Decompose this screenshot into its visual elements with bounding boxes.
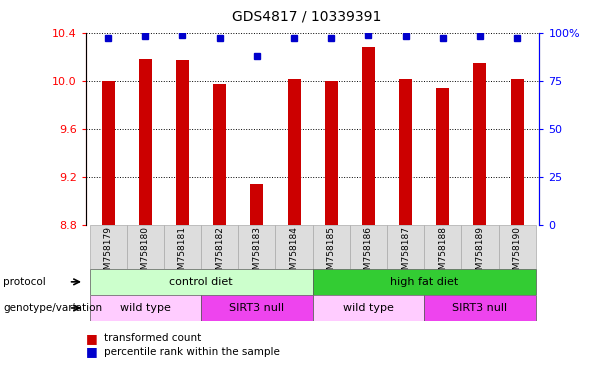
Text: wild type: wild type — [343, 303, 394, 313]
Text: GSM758179: GSM758179 — [104, 227, 113, 281]
Text: GSM758182: GSM758182 — [215, 227, 224, 281]
Bar — [387, 225, 424, 269]
Bar — [287, 79, 300, 225]
Text: GSM758189: GSM758189 — [476, 227, 484, 281]
Bar — [424, 295, 536, 321]
Bar — [164, 225, 201, 269]
Bar — [201, 225, 238, 269]
Bar — [424, 225, 462, 269]
Bar — [325, 81, 338, 225]
Text: transformed count: transformed count — [104, 333, 202, 343]
Text: GSM758186: GSM758186 — [364, 227, 373, 281]
Text: control diet: control diet — [169, 277, 233, 287]
Bar — [462, 225, 498, 269]
Text: GSM758180: GSM758180 — [141, 227, 150, 281]
Text: GSM758185: GSM758185 — [327, 227, 336, 281]
Bar — [313, 225, 350, 269]
Bar — [127, 225, 164, 269]
Text: GSM758187: GSM758187 — [401, 227, 410, 281]
Text: SIRT3 null: SIRT3 null — [229, 303, 284, 313]
Bar — [473, 63, 487, 225]
Text: GSM758181: GSM758181 — [178, 227, 187, 281]
Bar — [213, 84, 226, 225]
Text: GSM758190: GSM758190 — [512, 227, 522, 281]
Bar — [511, 79, 524, 225]
Text: GDS4817 / 10339391: GDS4817 / 10339391 — [232, 10, 381, 23]
Bar — [436, 88, 449, 225]
Text: genotype/variation: genotype/variation — [3, 303, 102, 313]
Bar — [275, 225, 313, 269]
Text: ■: ■ — [86, 332, 97, 345]
Text: protocol: protocol — [3, 277, 46, 287]
Text: percentile rank within the sample: percentile rank within the sample — [104, 347, 280, 357]
Bar — [176, 60, 189, 225]
Bar — [201, 295, 313, 321]
Bar — [498, 225, 536, 269]
Bar — [350, 225, 387, 269]
Bar — [250, 184, 264, 225]
Bar — [89, 295, 201, 321]
Text: GSM758183: GSM758183 — [253, 227, 261, 281]
Bar — [102, 81, 115, 225]
Bar — [362, 47, 375, 225]
Bar — [313, 295, 424, 321]
Bar — [313, 269, 536, 295]
Text: high fat diet: high fat diet — [390, 277, 459, 287]
Text: GSM758188: GSM758188 — [438, 227, 447, 281]
Bar — [139, 59, 152, 225]
Text: SIRT3 null: SIRT3 null — [452, 303, 508, 313]
Text: GSM758184: GSM758184 — [289, 227, 299, 281]
Bar — [89, 269, 313, 295]
Text: wild type: wild type — [120, 303, 171, 313]
Bar — [399, 79, 412, 225]
Bar — [89, 225, 127, 269]
Text: ■: ■ — [86, 345, 97, 358]
Bar — [238, 225, 275, 269]
